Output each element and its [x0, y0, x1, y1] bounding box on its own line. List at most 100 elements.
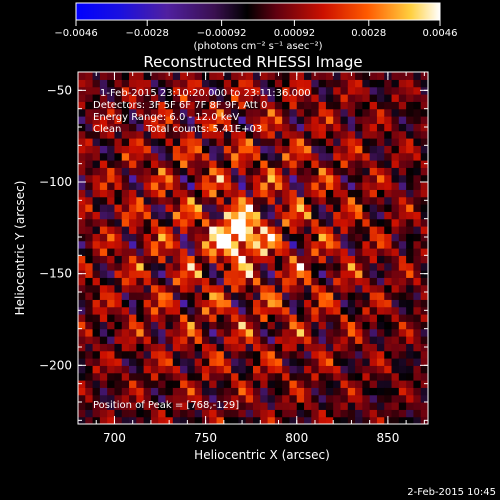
heatmap-cell	[369, 416, 378, 424]
heatmap-cell	[99, 108, 108, 117]
heatmap-cell	[420, 174, 428, 183]
heatmap-cell	[274, 248, 283, 256]
heatmap-cell	[376, 86, 385, 95]
heatmap-cell	[384, 284, 393, 293]
heatmap-cell	[333, 270, 342, 278]
heatmap-cell	[267, 72, 276, 80]
heatmap-cell	[216, 365, 225, 374]
heatmap-cell	[369, 72, 378, 80]
heatmap-cell	[231, 189, 240, 198]
heatmap-cell	[369, 299, 378, 308]
heatmap-cell	[136, 255, 145, 264]
heatmap-cell	[245, 123, 254, 132]
x-axis-label: Heliocentric X (arcsec)	[194, 448, 330, 462]
heatmap-cell	[158, 402, 167, 410]
heatmap-cell	[304, 160, 312, 168]
heatmap-cell	[391, 167, 400, 176]
heatmap-cell	[296, 182, 305, 190]
heatmap-cell	[282, 350, 291, 359]
heatmap-cell	[398, 380, 407, 388]
heatmap-cell	[114, 306, 123, 315]
heatmap-cell	[384, 277, 393, 286]
heatmap-cell	[238, 174, 247, 183]
heatmap-cell	[114, 416, 123, 424]
heatmap-cell	[289, 130, 298, 139]
heatmap-cell	[355, 343, 363, 352]
heatmap-cell	[245, 182, 254, 190]
heatmap-cell	[150, 160, 159, 168]
heatmap-cell	[318, 86, 327, 95]
heatmap-cell	[121, 182, 130, 190]
heatmap-cell	[333, 233, 342, 242]
heatmap-cell	[355, 277, 363, 286]
heatmap-cell	[172, 218, 181, 227]
heatmap-cell	[165, 248, 174, 256]
heatmap-cell	[209, 336, 218, 344]
heatmap-cell	[406, 306, 415, 315]
heatmap-cell	[121, 145, 130, 154]
heatmap-cell	[289, 240, 298, 249]
heatmap-cell	[223, 262, 232, 271]
heatmap-cell	[114, 101, 123, 110]
heatmap-cell	[376, 292, 385, 300]
heatmap-cell	[289, 211, 298, 220]
heatmap-cell	[398, 365, 407, 374]
heatmap-cell	[253, 211, 261, 220]
heatmap-cell	[216, 108, 225, 117]
heatmap-cell	[143, 350, 152, 359]
heatmap-cell	[413, 314, 422, 322]
heatmap-cell	[223, 130, 232, 139]
heatmap-cell	[260, 299, 269, 308]
heatmap-cell	[413, 204, 422, 212]
heatmap-cell	[347, 409, 356, 418]
heatmap-cell	[245, 196, 254, 205]
heatmap-cell	[158, 358, 167, 366]
heatmap-cell	[150, 79, 159, 88]
heatmap-cell	[340, 204, 349, 212]
heatmap-cell	[180, 145, 188, 154]
heatmap-cell	[391, 343, 400, 352]
heatmap-cell	[245, 255, 254, 264]
heatmap-cell	[355, 130, 363, 139]
heatmap-cell	[245, 299, 254, 308]
heatmap-cell	[376, 394, 385, 403]
heatmap-cell	[92, 365, 101, 374]
heatmap-cell	[420, 350, 428, 359]
heatmap-cell	[296, 233, 305, 242]
heatmap-cell	[413, 152, 422, 161]
heatmap-cell	[114, 108, 123, 117]
heatmap-cell	[194, 86, 203, 95]
heatmap-cell	[398, 123, 407, 132]
heatmap-cell	[369, 167, 378, 176]
heatmap-cell	[121, 402, 130, 410]
heatmap-cell	[289, 145, 298, 154]
heatmap-cell	[216, 394, 225, 403]
heatmap-cell	[180, 226, 188, 234]
heatmap-cell	[369, 108, 378, 117]
heatmap-cell	[325, 394, 334, 403]
heatmap-cell	[384, 292, 393, 300]
heatmap-cell	[406, 299, 415, 308]
heatmap-cell	[384, 240, 393, 249]
heatmap-cell	[406, 152, 415, 161]
heatmap-cell	[311, 402, 320, 410]
heatmap-cell	[304, 262, 312, 271]
heatmap-cell	[180, 79, 188, 88]
heatmap-cell	[253, 255, 261, 264]
heatmap-cell	[296, 394, 305, 403]
heatmap-cell	[384, 226, 393, 234]
heatmap-cell	[282, 86, 291, 95]
heatmap-cell	[238, 306, 247, 315]
heatmap-cell	[158, 152, 167, 161]
heatmap-cell	[304, 108, 312, 117]
heatmap-cell	[201, 365, 210, 374]
heatmap-cell	[384, 343, 393, 352]
heatmap-cell	[129, 314, 137, 322]
heatmap-cell	[194, 372, 203, 381]
heatmap-cell	[333, 189, 342, 198]
heatmap-cell	[245, 211, 254, 220]
heatmap-cell	[150, 321, 159, 330]
heatmap-cell	[260, 226, 269, 234]
heatmap-cell	[398, 321, 407, 330]
heatmap-cell	[201, 233, 210, 242]
